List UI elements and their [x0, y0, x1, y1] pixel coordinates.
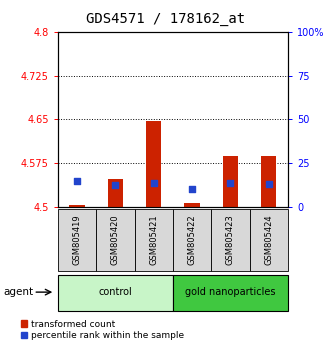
Bar [58, 209, 96, 271]
Bar [108, 179, 123, 207]
Bar [173, 275, 288, 311]
Text: GSM805419: GSM805419 [72, 215, 82, 265]
Bar [146, 121, 162, 207]
Bar [135, 209, 173, 271]
Text: gold nanoparticles: gold nanoparticles [185, 287, 276, 297]
Point [74, 178, 80, 184]
Text: GSM805424: GSM805424 [264, 215, 273, 265]
Bar [223, 156, 238, 207]
Bar [70, 205, 85, 207]
Bar [250, 209, 288, 271]
Bar [173, 209, 211, 271]
Legend: transformed count, percentile rank within the sample: transformed count, percentile rank withi… [21, 320, 184, 340]
Point [151, 181, 157, 186]
Bar [211, 209, 250, 271]
Text: control: control [99, 287, 132, 297]
Point [266, 182, 271, 187]
Text: agent: agent [3, 287, 33, 297]
Text: GSM805422: GSM805422 [188, 215, 197, 265]
Point [189, 186, 195, 192]
Bar [261, 156, 276, 207]
Point [228, 181, 233, 186]
Text: GSM805423: GSM805423 [226, 215, 235, 265]
Bar [96, 209, 135, 271]
Text: GSM805421: GSM805421 [149, 215, 158, 265]
Text: GDS4571 / 178162_at: GDS4571 / 178162_at [86, 12, 245, 27]
Text: GSM805420: GSM805420 [111, 215, 120, 265]
Point [113, 182, 118, 188]
Bar [184, 203, 200, 207]
Bar [58, 275, 173, 311]
